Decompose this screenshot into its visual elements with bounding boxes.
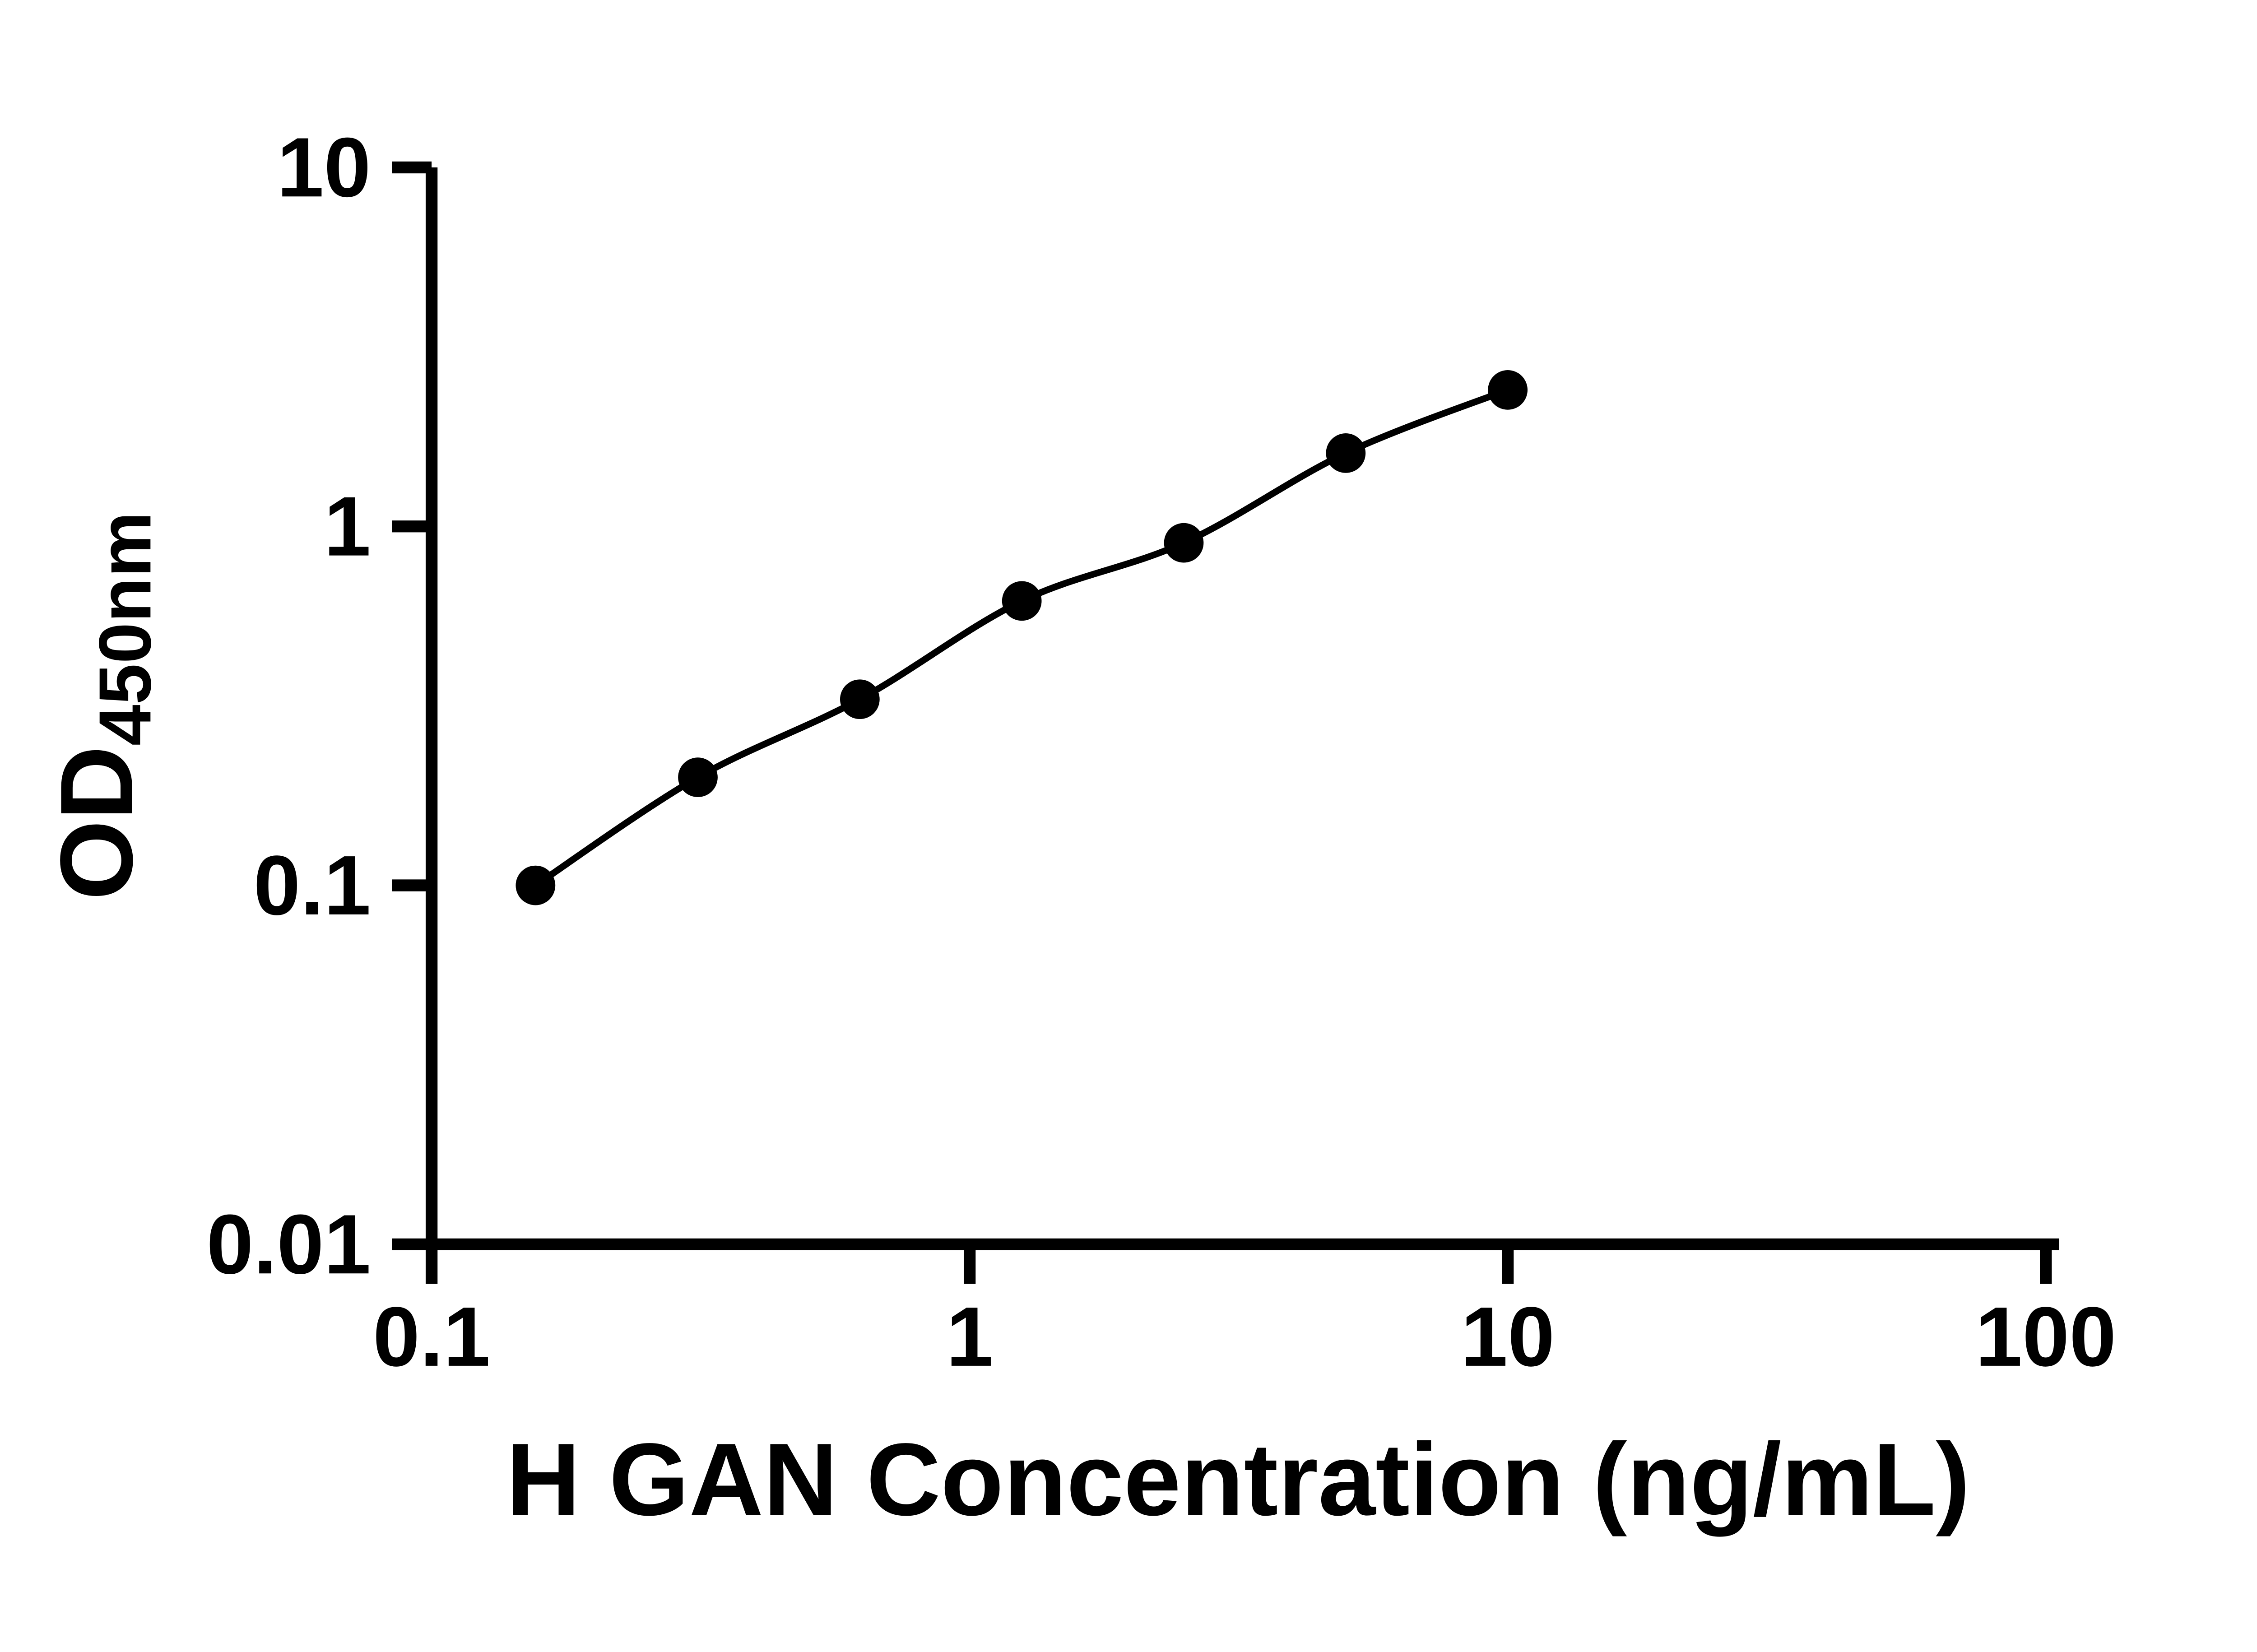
data-point [1002,581,1042,621]
y-axis-title: OD450nm [39,511,166,900]
x-tick-label: 100 [1975,1290,2116,1384]
y-tick-label: 0.01 [206,1197,371,1291]
x-tick-label: 0.1 [373,1290,490,1384]
data-point [1326,433,1366,473]
y-axis-title-subscript: 450nm [84,511,166,746]
y-tick-label: 0.1 [253,838,371,933]
axes [425,167,2059,1251]
x-axis-title: H GAN Concentration (ng/mL) [506,1422,1970,1537]
y-tick-label: 1 [324,479,371,574]
data-point [1164,523,1204,563]
data-point [678,757,718,798]
data-point [840,679,880,719]
x-tick-label: 1 [946,1290,993,1384]
data-point [1488,370,1528,410]
y-axis-title-main: OD [39,746,154,900]
y-tick-label: 10 [277,120,371,214]
data-point [515,865,556,905]
x-tick-label: 10 [1461,1290,1555,1384]
